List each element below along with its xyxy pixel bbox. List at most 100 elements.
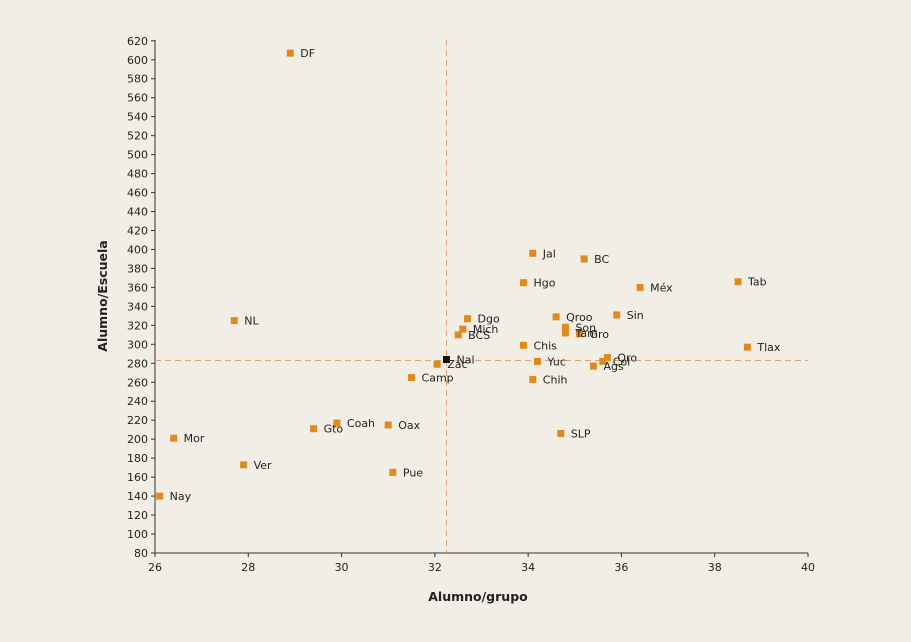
y-tick-label: 520 (127, 130, 148, 143)
point-label-tlax: Tlax (756, 341, 781, 354)
y-tick-label: 440 (127, 206, 148, 219)
x-tick-label: 38 (708, 561, 722, 574)
point-oax (384, 421, 392, 429)
point-bcs (454, 331, 462, 339)
y-tick-label: 340 (127, 300, 148, 313)
point-nl (230, 317, 238, 325)
y-tick-label: 200 (127, 433, 148, 446)
point-label-bcs: BCS (468, 329, 490, 342)
point-label-gto: Gto (324, 423, 344, 436)
point-label-slp: SLP (571, 427, 591, 440)
y-tick-label: 300 (127, 338, 148, 351)
point-label-chis: Chis (533, 339, 557, 352)
point-label-nal: Nal (457, 354, 475, 367)
point-mor (170, 434, 178, 442)
point-label-son: Son (575, 321, 596, 334)
point-col (599, 357, 607, 365)
data-points (156, 49, 751, 500)
point-nay (156, 492, 164, 500)
point-label-tab: Tab (747, 276, 767, 289)
y-tick-label: 260 (127, 376, 148, 389)
point-mich (459, 325, 467, 333)
point-label-dgo: Dgo (478, 313, 500, 326)
y-tick-label: 380 (127, 262, 148, 275)
x-tick-label: 30 (335, 561, 349, 574)
point-label-coah: Coah (347, 417, 375, 430)
point-label-mor: Mor (184, 432, 205, 445)
y-tick-label: 460 (127, 187, 148, 200)
point-coah (333, 419, 341, 427)
point-sin (613, 311, 621, 319)
point-gro (575, 330, 583, 338)
point-chis (519, 341, 527, 349)
y-tick-label: 180 (127, 452, 148, 465)
y-tick-label: 80 (134, 547, 148, 560)
point-qro (603, 354, 611, 362)
point-label-tam: Tam (574, 327, 597, 340)
x-tick-label: 26 (148, 561, 162, 574)
point-camp (408, 374, 416, 382)
y-tick-label: 580 (127, 73, 148, 86)
point-label-yuc: Yuc (546, 355, 565, 368)
point-son (561, 323, 569, 331)
point-label-bc: BC (594, 253, 609, 266)
point-qroo (552, 313, 560, 321)
point-ags (589, 362, 597, 370)
x-tick-label: 36 (614, 561, 628, 574)
x-axis-ticks: 26 28 30 32 34 36 38 40 (148, 553, 815, 574)
y-tick-label: 480 (127, 168, 148, 181)
y-axis-ticks: 80 100 120 140 160 180 200 220 240 260 280 300 320 34… (127, 35, 155, 560)
y-tick-label: 220 (127, 414, 148, 427)
point-label-qro: Qro (617, 352, 637, 365)
point-tab (734, 278, 742, 286)
point-yuc (533, 357, 541, 365)
point-pue (389, 468, 397, 476)
point-label-jal: Jal (542, 247, 556, 260)
y-tick-label: 320 (127, 319, 148, 332)
point-label-oax: Oax (398, 419, 420, 432)
point-bc (580, 255, 588, 263)
point-label-sin: Sin (627, 309, 644, 322)
point-label-zac: Zac (447, 358, 467, 371)
y-axis-title: Alumno/Escuela (95, 240, 110, 351)
y-tick-label: 500 (127, 149, 148, 162)
point-jal (529, 249, 537, 257)
y-tick-label: 620 (127, 35, 148, 48)
point-nal (443, 356, 451, 364)
point-gto (310, 425, 318, 433)
point-label-méx: Méx (650, 281, 673, 294)
point-label-pue: Pue (403, 466, 423, 479)
point-tlax (743, 343, 751, 351)
y-tick-label: 360 (127, 281, 148, 294)
point-label-qroo: Qroo (566, 311, 593, 324)
x-tick-label: 28 (241, 561, 255, 574)
y-tick-label: 120 (127, 509, 148, 522)
y-tick-label: 400 (127, 243, 148, 256)
point-chih (529, 375, 537, 383)
y-tick-label: 560 (127, 92, 148, 105)
y-tick-label: 280 (127, 357, 148, 370)
point-label-df: DF (300, 47, 315, 60)
point-label-hgo: Hgo (533, 277, 555, 290)
reference-lines (155, 40, 808, 553)
point-label-nay: Nay (170, 490, 192, 503)
x-tick-label: 32 (428, 561, 442, 574)
point-label-gro: Gro (589, 328, 609, 341)
y-tick-label: 140 (127, 490, 148, 503)
point-tam (561, 329, 569, 337)
y-tick-label: 240 (127, 395, 148, 408)
point-label-mich: Mich (473, 323, 499, 336)
point-label-nl: NL (244, 315, 259, 328)
point-label-camp: Camp (422, 372, 454, 385)
point-label-chih: Chih (543, 373, 568, 386)
point-slp (557, 429, 565, 437)
x-tick-label: 34 (521, 561, 535, 574)
point-label-col: Col (613, 355, 630, 368)
point-label-ver: Ver (254, 459, 272, 472)
point-méx (636, 283, 644, 291)
point-hgo (519, 279, 527, 287)
x-tick-label: 40 (801, 561, 815, 574)
y-tick-label: 540 (127, 111, 148, 124)
y-tick-label: 600 (127, 54, 148, 67)
